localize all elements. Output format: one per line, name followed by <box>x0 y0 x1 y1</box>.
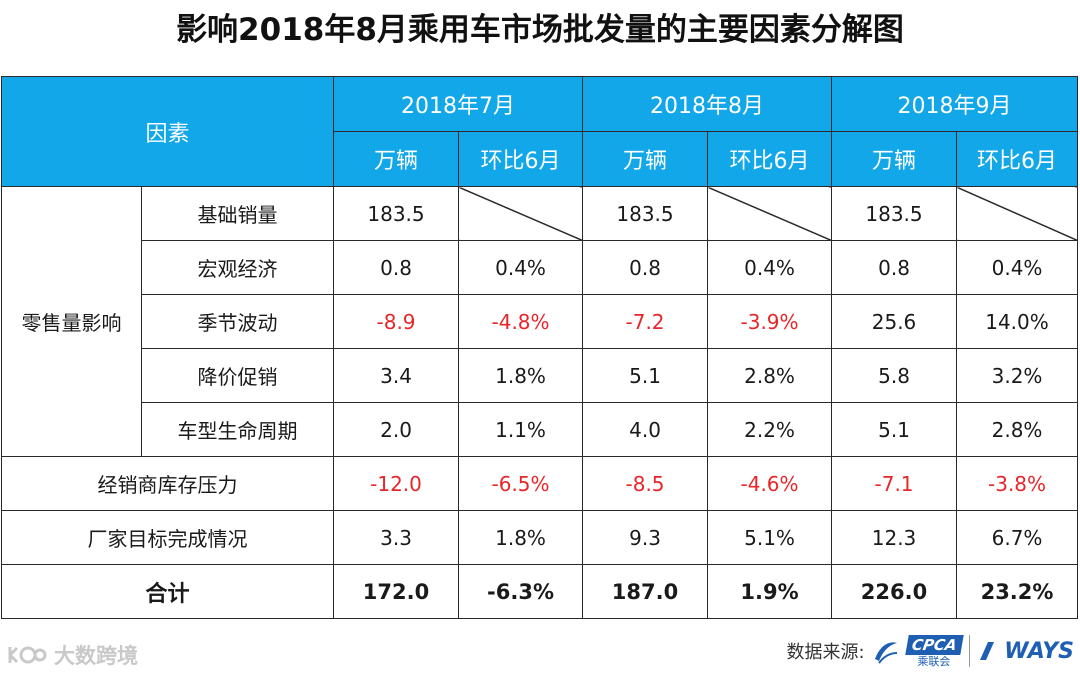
pct-cell: 1.8% <box>458 348 584 403</box>
empty-slash-cell <box>707 186 833 241</box>
pct-cell: 2.2% <box>707 402 833 457</box>
value-cell: 3.3 <box>333 510 460 565</box>
value-cell: 12.3 <box>831 510 958 565</box>
value-cell: 0.8 <box>333 240 460 295</box>
ways-logo: WAYS <box>1004 638 1074 664</box>
value-cell: 0.8 <box>831 240 958 295</box>
header-unit: 万辆 <box>333 131 460 187</box>
pct-cell: 0.4% <box>458 240 584 295</box>
value-cell: 183.5 <box>333 186 460 241</box>
page-title: 影响2018年8月乘用车市场批发量的主要因素分解图 <box>176 12 904 48</box>
table-row: 经销商库存压力 -12.0 -6.5% -8.5 -4.6% -7.1 -3.8… <box>0 456 1079 511</box>
cpca-logo-text: CPCA <box>904 634 963 655</box>
total-label: 合计 <box>0 564 335 619</box>
header-month-aug: 2018年8月 <box>582 76 833 132</box>
table-row: 宏观经济 0.8 0.4% 0.8 0.4% 0.8 0.4% <box>2 240 1079 295</box>
table-row: 降价促销 3.4 1.8% 5.1 2.8% 5.8 3.2% <box>2 348 1079 403</box>
value-cell: 5.8 <box>831 348 958 403</box>
pct-cell: 0.4% <box>956 240 1079 295</box>
pct-cell: 2.8% <box>956 402 1079 457</box>
source-label: 数据来源: <box>786 642 865 663</box>
source-credit: 数据来源: CPCA 乘联会 WAYS <box>787 630 1074 672</box>
pct-cell: 1.1% <box>458 402 584 457</box>
value-cell: -8.9 <box>333 294 460 349</box>
table-row: 季节波动 -8.9 -4.8% -7.2 -3.9% 25.6 14.0% <box>2 294 1079 349</box>
total-value: 226.0 <box>831 564 958 619</box>
value-cell: 183.5 <box>831 186 958 241</box>
total-pct: 23.2% <box>956 564 1079 619</box>
value-cell: -8.5 <box>582 456 709 511</box>
value-cell: 0.8 <box>582 240 709 295</box>
pct-cell: 0.4% <box>707 240 833 295</box>
value-cell: 5.1 <box>582 348 709 403</box>
pct-cell: 5.1% <box>707 510 833 565</box>
factor-table: 因素 2018年7月 2018年8月 2018年9月 万辆 环比6月 万辆 环比… <box>0 76 1079 619</box>
empty-slash-cell <box>458 186 584 241</box>
header-month-sep: 2018年9月 <box>831 76 1079 132</box>
row-label: 厂家目标完成情况 <box>0 510 335 565</box>
value-cell: 4.0 <box>582 402 709 457</box>
watermark: 大数跨境 <box>4 640 138 670</box>
pct-cell: -4.8% <box>458 294 584 349</box>
header-month-jul: 2018年7月 <box>333 76 584 132</box>
header-mom: 环比6月 <box>956 131 1079 187</box>
value-cell: -7.2 <box>582 294 709 349</box>
empty-slash-cell <box>956 186 1079 241</box>
value-cell: 5.1 <box>831 402 958 457</box>
total-pct: -6.3% <box>458 564 584 619</box>
pct-cell: 3.2% <box>956 348 1079 403</box>
total-value: 187.0 <box>582 564 709 619</box>
group-label-retail: 零售量影响 <box>1 186 142 457</box>
row-label: 季节波动 <box>140 294 335 349</box>
header-row-units: 万辆 环比6月 万辆 环比6月 万辆 环比6月 <box>2 131 1079 187</box>
header-unit: 万辆 <box>831 131 958 187</box>
header-mom: 环比6月 <box>707 131 833 187</box>
logo-divider <box>969 635 971 667</box>
pct-cell: -3.9% <box>707 294 833 349</box>
row-label: 降价促销 <box>140 348 335 403</box>
table-row: 零售量影响 基础销量 183.5 183.5 183.5 <box>1 186 1079 457</box>
header-unit: 万辆 <box>582 131 709 187</box>
cpca-logo-subtitle: 乘联会 <box>917 654 951 668</box>
total-row: 合计 172.0 -6.3% 187.0 1.9% 226.0 23.2% <box>0 564 1079 619</box>
value-cell: 2.0 <box>333 402 460 457</box>
pct-cell: -6.5% <box>458 456 584 511</box>
pct-cell: 6.7% <box>956 510 1079 565</box>
total-value: 172.0 <box>333 564 460 619</box>
row-label: 车型生命周期 <box>140 402 335 457</box>
value-cell: 183.5 <box>582 186 709 241</box>
row-label: 经销商库存压力 <box>0 456 335 511</box>
header-factor: 因素 <box>0 76 335 187</box>
value-cell: 9.3 <box>582 510 709 565</box>
value-cell: 3.4 <box>333 348 460 403</box>
table-row: 厂家目标完成情况 3.3 1.8% 9.3 5.1% 12.3 6.7% <box>0 510 1079 565</box>
row-label: 宏观经济 <box>140 240 335 295</box>
cpca-swoosh-icon <box>874 642 897 664</box>
watermark-text: 大数跨境 <box>54 644 138 668</box>
cpca-logo: CPCA 乘联会 <box>904 634 963 668</box>
value-cell: 25.6 <box>831 294 958 349</box>
header-mom: 环比6月 <box>458 131 584 187</box>
pct-cell: -4.6% <box>707 456 833 511</box>
pct-cell: -3.8% <box>956 456 1079 511</box>
total-pct: 1.9% <box>707 564 833 619</box>
header-row-months: 因素 2018年7月 2018年8月 2018年9月 <box>0 76 1079 187</box>
pct-cell: 14.0% <box>956 294 1079 349</box>
pct-cell: 1.8% <box>458 510 584 565</box>
table-row: 车型生命周期 2.0 1.1% 4.0 2.2% 5.1 2.8% <box>2 402 1079 457</box>
watermark-logo-icon <box>8 646 47 664</box>
value-cell: -12.0 <box>333 456 460 511</box>
ways-mark-icon <box>980 642 995 660</box>
row-label: 基础销量 <box>140 186 335 241</box>
value-cell: -7.1 <box>831 456 958 511</box>
pct-cell: 2.8% <box>707 348 833 403</box>
